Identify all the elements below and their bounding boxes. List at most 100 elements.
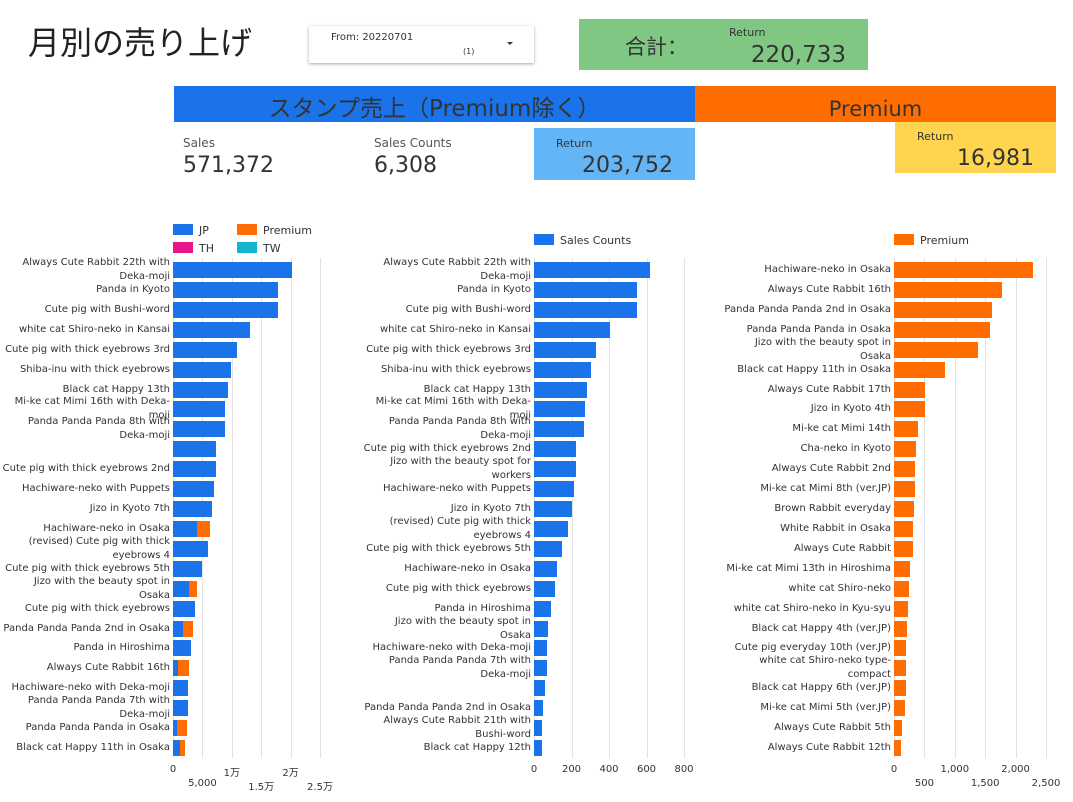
category-label: Panda Panda Panda in Osaka xyxy=(25,722,170,734)
bar xyxy=(894,700,905,717)
bar xyxy=(894,341,979,358)
category-label: Jizo with the beauty spot for workers xyxy=(390,456,531,482)
category-label: Always Cute Rabbit 16th xyxy=(767,283,891,295)
bar xyxy=(173,720,178,737)
bar xyxy=(534,740,542,757)
bar xyxy=(534,520,568,537)
bar xyxy=(173,481,214,498)
category-label: Cute pig with thick eyebrows xyxy=(385,582,531,594)
bar xyxy=(534,700,544,717)
scorecard-value: 203,752 xyxy=(582,153,673,178)
x-tick-label: 2万 xyxy=(282,768,299,779)
premium-return-card: Return 16,981 xyxy=(895,122,1056,173)
category-label: Panda in Hiroshima xyxy=(73,642,171,654)
category-label: white cat Shiro-neko xyxy=(788,582,891,594)
scorecard-value: 571,372 xyxy=(183,153,274,178)
date-filter[interactable]: From: 20220701 (1) xyxy=(309,26,534,63)
bar xyxy=(173,461,216,478)
legend-label: TW xyxy=(263,242,281,255)
bar xyxy=(894,580,909,597)
grid-line xyxy=(609,258,610,758)
stamp-banner: スタンプ売上（Premium除く） xyxy=(174,86,695,122)
category-label: Mi-ke cat Mimi 8th (ver.JP) xyxy=(760,483,891,495)
category-label: Panda Panda Panda 2nd in Osaka xyxy=(724,303,891,315)
return-card: Return 203,752 xyxy=(534,128,695,180)
x-tick-label: 2.5万 xyxy=(307,782,333,793)
legend-item: Premium xyxy=(237,224,312,237)
category-label: Mi-ke cat Mimi 5th (ver.JP) xyxy=(760,702,891,714)
premium-banner: Premium xyxy=(695,86,1056,122)
bar xyxy=(173,740,181,757)
x-tick-label: 1,000 xyxy=(940,764,970,775)
category-label: Jizo in Kyoto 4th xyxy=(810,403,891,415)
bar xyxy=(173,600,195,617)
bar xyxy=(534,660,548,677)
category-label: Panda Panda Panda 2nd in Osaka xyxy=(3,622,170,634)
legend-item: JP xyxy=(173,224,209,237)
category-label: Shiba-inu with thick eyebrows xyxy=(19,363,170,375)
category-label: white cat Shiro-neko type-compact xyxy=(759,655,891,681)
scorecard-label: Sales Counts xyxy=(374,136,452,150)
x-tick-label: 200 xyxy=(561,764,582,775)
grid-line xyxy=(261,258,263,758)
grid-line xyxy=(1046,258,1047,758)
bar xyxy=(894,620,908,637)
category-label: Cute pig with Bushi-word xyxy=(405,303,531,315)
category-label: Panda Panda Panda 7th with Deka-moji xyxy=(27,695,170,721)
legend-label: JP xyxy=(199,224,209,237)
bar xyxy=(534,421,584,438)
category-label: Black cat Happy 12th xyxy=(423,742,531,754)
bar xyxy=(173,381,228,398)
legend-item: TH xyxy=(173,242,214,255)
category-label: Jizo with the beauty spot in Osaka xyxy=(33,575,170,601)
x-tick-label: 1万 xyxy=(223,768,240,779)
grid-line xyxy=(1015,258,1017,758)
bar xyxy=(173,361,231,378)
category-label: Always Cute Rabbit 22th with Deka-moji xyxy=(383,257,531,282)
legend-label: TH xyxy=(199,242,214,255)
bar xyxy=(180,740,186,757)
legend-swatch xyxy=(173,224,193,235)
category-label: Always Cute Rabbit 2nd xyxy=(771,463,891,475)
category-label: Cute pig with thick eyebrows 2nd xyxy=(2,463,170,475)
bar xyxy=(534,640,548,657)
bar xyxy=(894,421,919,438)
bar xyxy=(894,441,916,458)
category-label: Black cat Happy 6th (ver.JP) xyxy=(751,682,891,694)
scorecard-value: 16,981 xyxy=(957,146,1034,171)
grid-line xyxy=(320,258,321,758)
category-label: Always Cute Rabbit 5th xyxy=(774,722,891,734)
category-label: Hachiware-neko with Deka-moji xyxy=(11,682,170,694)
bar xyxy=(173,501,212,518)
total-value: 220,733 xyxy=(750,42,846,68)
category-label: Mi-ke cat Mimi 13th in Hiroshima xyxy=(726,562,891,574)
category-label: Hachiware-neko in Osaka xyxy=(404,562,531,574)
bar xyxy=(173,680,188,697)
category-label: Always Cute Rabbit 22th with Deka-moji xyxy=(22,257,170,282)
bar xyxy=(534,262,651,278)
total-label: 合計： xyxy=(625,35,688,59)
bar xyxy=(173,262,292,278)
bar xyxy=(177,720,188,737)
grid-line xyxy=(231,258,233,758)
category-label: Always Cute Rabbit 21th with Bushi-word xyxy=(383,715,531,741)
category-label: (revised) Cute pig with thick eyebrows 4 xyxy=(389,515,531,541)
x-tick-label: 500 xyxy=(914,778,934,789)
bar xyxy=(534,540,563,557)
category-label: Jizo with the beauty spot in Osaka xyxy=(754,336,891,362)
bar xyxy=(534,281,638,298)
legend-item: TW xyxy=(237,242,281,255)
grid-line xyxy=(985,258,987,758)
bar xyxy=(894,361,946,378)
bar xyxy=(173,441,216,458)
category-label: Panda in Kyoto xyxy=(457,283,531,295)
bar xyxy=(173,660,178,677)
x-tick-label: 5,000 xyxy=(188,778,217,789)
legend-swatch xyxy=(237,224,257,235)
bar xyxy=(534,720,542,737)
category-label: Panda in Kyoto xyxy=(96,283,170,295)
bar xyxy=(894,660,907,677)
bar xyxy=(894,640,907,657)
bar xyxy=(173,401,225,418)
bar xyxy=(894,281,1003,298)
